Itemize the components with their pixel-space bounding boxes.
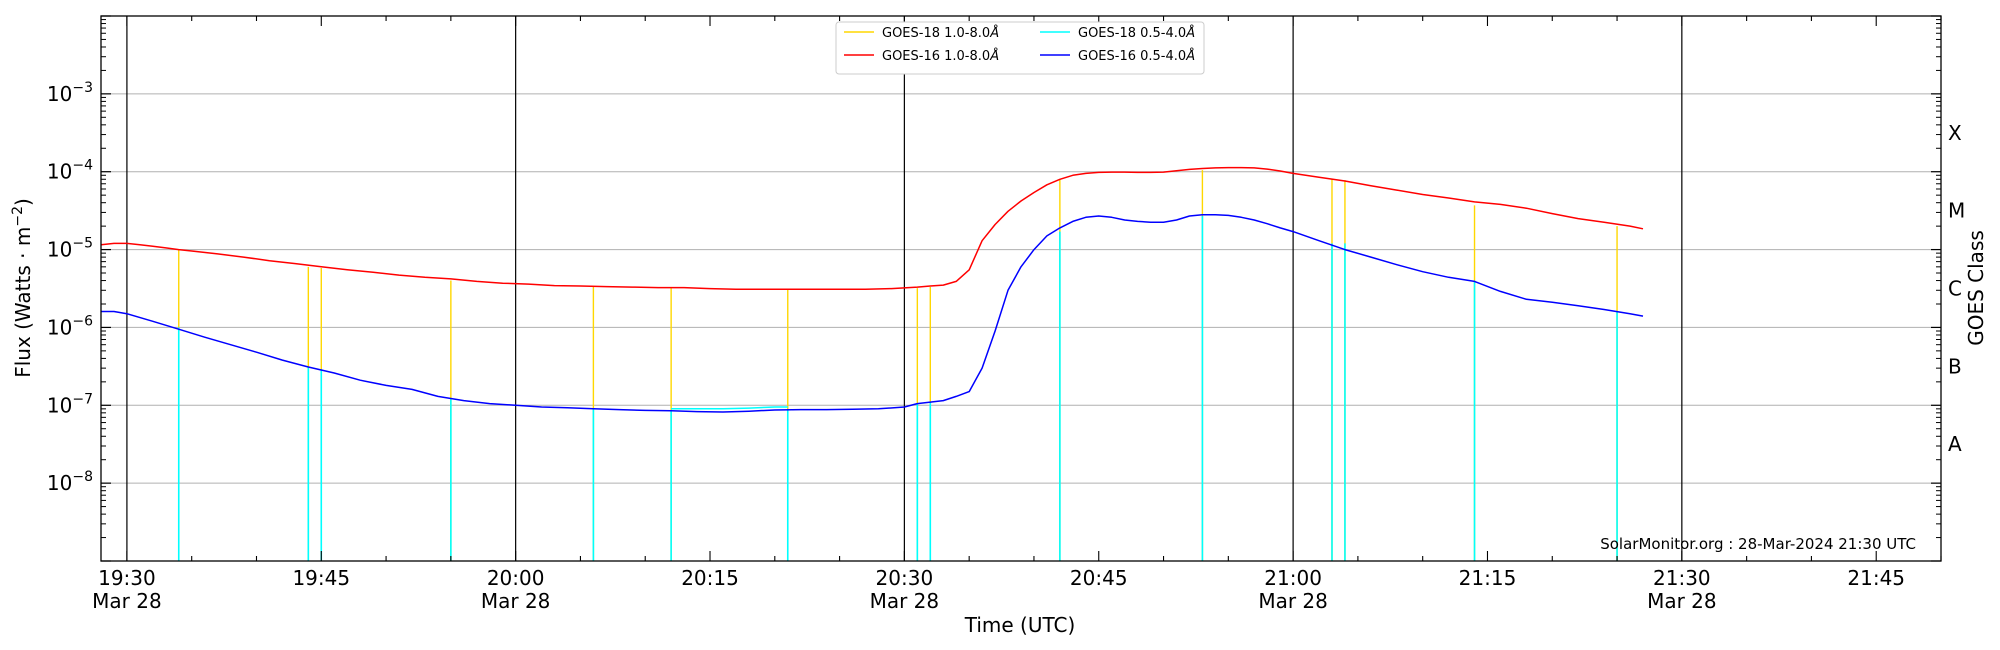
legend-box — [835, 21, 1205, 75]
goes-class-label: C — [1948, 277, 1962, 301]
y-tick-label-base: 10 — [47, 238, 72, 262]
x-tick-label-time: 19:45 — [292, 566, 350, 590]
y-tick-label: 10−5 — [47, 236, 93, 262]
grid-lines — [101, 93, 1941, 484]
legend-entry-name: GOES-18 0.5-4.0 — [1078, 26, 1186, 41]
plot-frame — [100, 15, 1942, 562]
y-tick-label-exp: −5 — [72, 236, 93, 252]
y-tick-label-base: 10 — [47, 160, 72, 184]
legend-entry-label: GOES-18 0.5-4.0Å — [1078, 25, 1195, 41]
x-tick-label-time: 20:00 — [487, 566, 545, 590]
x-tick-label-time: 20:15 — [681, 566, 739, 590]
y-tick-label-exp: −3 — [72, 80, 93, 96]
x-axis-title: Time (UTC) — [964, 613, 1076, 637]
y-axis-title-close: ) — [11, 198, 35, 206]
y-tick-label-exp: −8 — [72, 469, 93, 485]
y-tick-label-exp: −7 — [72, 391, 93, 407]
x-tick-label-date: Mar 28 — [481, 589, 551, 613]
y-tick-label-exp: −4 — [72, 158, 93, 174]
y-axis-title: Flux (Watts · m−2) — [10, 198, 35, 378]
legend-entry-label: GOES-16 0.5-4.0Å — [1078, 48, 1195, 64]
goes-class-label: M — [1948, 199, 1965, 223]
x-tick-label-time: 21:00 — [1264, 566, 1322, 590]
legend-entry-name: GOES-16 0.5-4.0 — [1078, 49, 1186, 64]
y-tick-label: 10−7 — [47, 391, 93, 417]
x-tick-label-time: 21:15 — [1459, 566, 1517, 590]
y-tick-label: 10−8 — [47, 469, 93, 495]
axis-ticks — [101, 15, 1942, 562]
y-tick-label-base: 10 — [47, 393, 72, 417]
x-tick-label-time: 20:30 — [876, 566, 934, 590]
series-goes-18-0-5-4-0 — [671, 406, 788, 410]
legend-entry-unit: Å — [989, 48, 999, 64]
svg-text:Flux (Watts · m−2): Flux (Watts · m−2) — [10, 198, 35, 378]
y-tick-label-base: 10 — [47, 82, 72, 106]
legend-entry-name: GOES-18 1.0-8.0 — [882, 26, 990, 41]
x-tick-label-time: 21:30 — [1653, 566, 1711, 590]
series-goes-16-0-5-4-0 — [101, 214, 1644, 413]
x-tick-label-date: Mar 28 — [92, 589, 162, 613]
x-tick-label-date: Mar 28 — [1258, 589, 1328, 613]
x-tick-label-time: 20:45 — [1070, 566, 1128, 590]
legend-entry-label: GOES-16 1.0-8.0Å — [882, 48, 999, 64]
y-tick-label: 10−3 — [47, 80, 93, 106]
x-tick-label-date: Mar 28 — [870, 589, 940, 613]
flux-series — [100, 166, 1644, 413]
y-tick-label: 10−6 — [47, 313, 93, 339]
goes-class-label: A — [1948, 432, 1962, 456]
legend: GOES-18 1.0-8.0Å GOES-18 0.5-4.0ÅGOES-16 … — [835, 21, 1205, 75]
series-goes-16-1-0-8-0 — [100, 166, 1644, 290]
y-tick-label-base: 10 — [47, 471, 72, 495]
x-tick-label-date: Mar 28 — [1647, 589, 1717, 613]
goes-class-label: X — [1948, 121, 1962, 145]
goes-class-label: B — [1948, 354, 1962, 378]
y-tick-label-base: 10 — [47, 315, 72, 339]
right-axis-title: GOES Class — [1964, 230, 1988, 346]
y-tick-label-exp: −6 — [72, 313, 93, 329]
credit-text: SolarMonitor.org : 28-Mar-2024 21:30 UTC — [1600, 535, 1916, 553]
y-tick-label: 10−4 — [47, 158, 93, 184]
y-axis-title-sup: −2 — [10, 206, 26, 227]
x-tick-label-time: 21:45 — [1847, 566, 1905, 590]
legend-entry-unit: Å — [989, 25, 999, 41]
legend-entry-label: GOES-18 1.0-8.0Å — [882, 25, 999, 41]
legend-entry-name: GOES-16 1.0-8.0 — [882, 49, 990, 64]
legend-entry-unit: Å — [1185, 48, 1195, 64]
legend-entry-unit: Å — [1185, 25, 1195, 41]
x-tick-label-time: 19:30 — [98, 566, 156, 590]
y-axis-title-main: Flux (Watts · m — [11, 227, 35, 378]
data-gap-spikes — [177, 170, 1618, 561]
